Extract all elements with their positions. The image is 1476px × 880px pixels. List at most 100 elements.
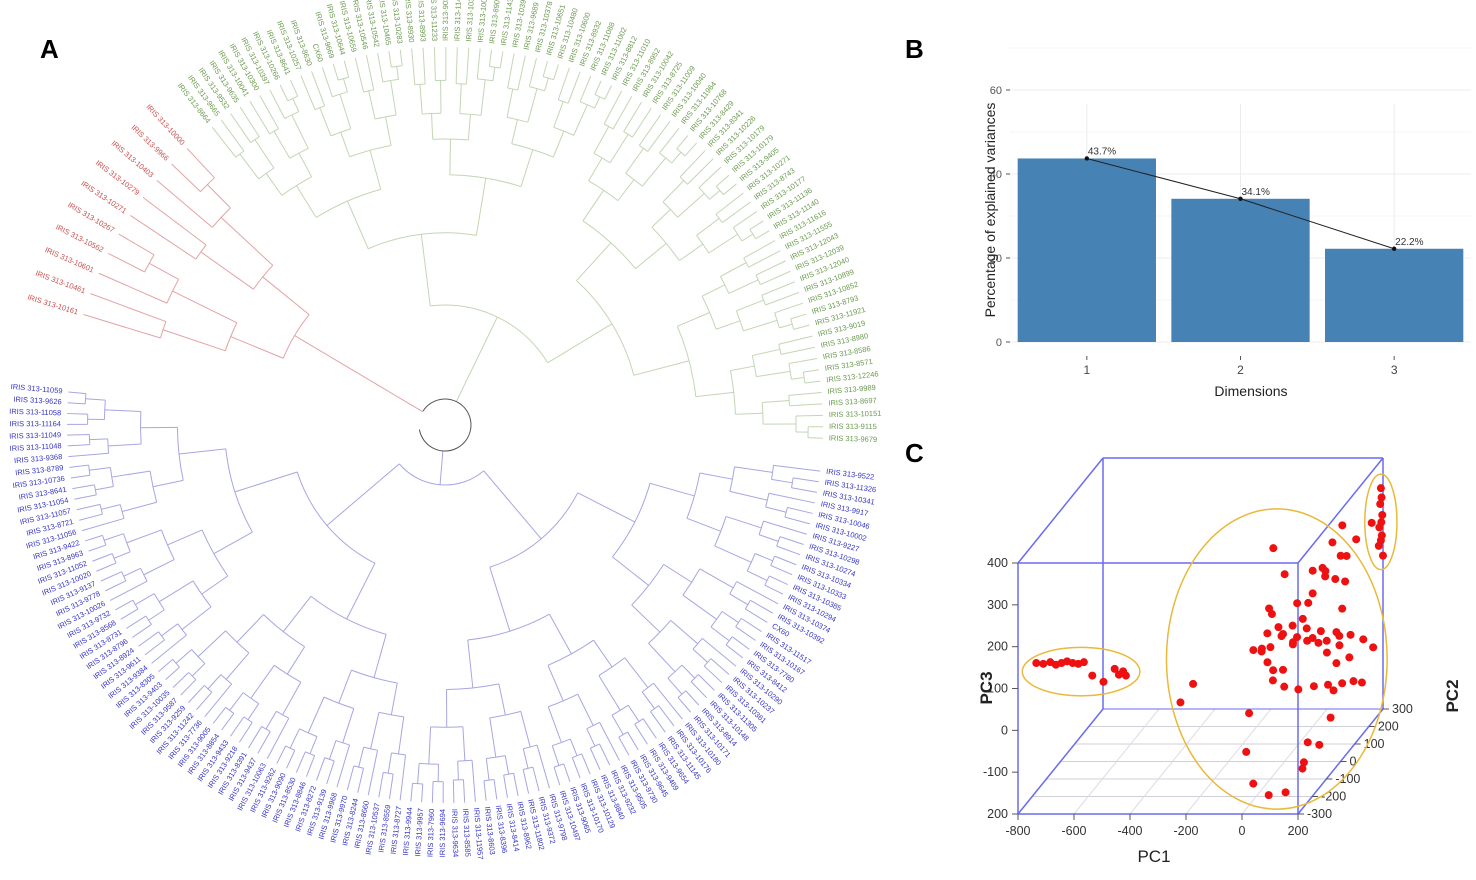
panel-label-b: B bbox=[905, 34, 924, 64]
dendrogram-arc bbox=[391, 65, 403, 68]
pca-point bbox=[1288, 621, 1297, 630]
dendrogram-branch bbox=[638, 114, 662, 146]
dendrogram-branch bbox=[715, 192, 744, 215]
dendrogram-arc bbox=[123, 533, 131, 553]
dendrogram-branch bbox=[151, 634, 187, 664]
dendrogram-branch bbox=[230, 716, 245, 737]
pca-point bbox=[1114, 670, 1123, 679]
leaf-label: IRIS 313-11049 bbox=[9, 430, 61, 440]
pca-point bbox=[1189, 679, 1198, 688]
pca-point bbox=[1099, 677, 1108, 686]
dendrogram-branch bbox=[612, 556, 649, 586]
pca-x-tick: -600 bbox=[1061, 824, 1086, 838]
pca-point bbox=[1274, 623, 1283, 632]
dendrogram-branch bbox=[431, 113, 434, 140]
dendrogram-branch bbox=[658, 705, 675, 727]
pca-z-tick: 400 bbox=[987, 556, 1008, 570]
leaf-label: IRIS 313-10601 bbox=[44, 245, 96, 274]
dendrogram-branch bbox=[326, 760, 335, 785]
pca-point bbox=[1268, 676, 1277, 685]
dendrogram-branch bbox=[511, 119, 518, 144]
dendrogram-branch bbox=[96, 562, 117, 572]
dendrogram-arc bbox=[579, 101, 595, 109]
leaf-label: IRIS 313-11957 bbox=[472, 807, 485, 860]
leaf-label: IRIS 313-10562 bbox=[54, 222, 105, 254]
dendrogram-branch bbox=[67, 434, 90, 436]
pca-z-tick: 200 bbox=[987, 640, 1008, 654]
dendrogram-branch bbox=[489, 567, 511, 632]
dendrogram-branch bbox=[115, 599, 134, 611]
dendrogram-branch bbox=[439, 450, 444, 485]
pca-point bbox=[1298, 614, 1307, 623]
dendrogram-branch bbox=[741, 233, 754, 242]
dendrogram-branch bbox=[90, 293, 167, 323]
leaf-label: IRIS 313-10461 bbox=[34, 269, 86, 296]
pca-point bbox=[1088, 671, 1097, 680]
dendrogram-branch bbox=[489, 717, 497, 758]
dendrogram-arc bbox=[788, 363, 792, 380]
dendrogram-arc bbox=[719, 276, 730, 294]
scree-line-point bbox=[1084, 156, 1090, 161]
dendrogram-branch bbox=[681, 664, 696, 679]
leaf-label: IRIS 313-9115 bbox=[829, 422, 877, 431]
dendrogram-arc bbox=[802, 372, 806, 384]
dendrogram-arc bbox=[572, 753, 582, 759]
dendrogram-branch bbox=[498, 683, 506, 716]
pca-point bbox=[1367, 518, 1376, 527]
dendrogram-branch bbox=[239, 106, 260, 138]
dendrogram-branch bbox=[679, 150, 706, 178]
dendrogram-branch bbox=[286, 750, 296, 769]
scree-data-label: 34.1% bbox=[1242, 187, 1270, 198]
dendrogram-arc bbox=[503, 772, 514, 776]
dendrogram-branch bbox=[547, 706, 562, 743]
pca-point bbox=[1309, 682, 1318, 691]
scree-bar bbox=[1325, 248, 1464, 342]
dendrogram-branch bbox=[144, 639, 165, 656]
pca-point bbox=[1249, 646, 1258, 655]
dendrogram-arc bbox=[650, 705, 659, 712]
dendrogram-branch bbox=[696, 217, 720, 236]
dendrogram-branch bbox=[69, 464, 89, 468]
pca-points bbox=[1032, 484, 1387, 800]
dendrogram-branch bbox=[171, 163, 201, 192]
dendrogram-branch bbox=[542, 61, 548, 77]
dendrogram-branch bbox=[365, 55, 375, 90]
scree-plot: 43.7% 34.1% 22.2% 0 20 40 60 1 2 3 Percentage of… bbox=[982, 47, 1471, 399]
dendrogram-arc bbox=[93, 484, 97, 495]
leaf-label: IRIS 313-9368 bbox=[14, 452, 63, 465]
dendrogram-branch bbox=[699, 568, 734, 589]
dendrogram-branch bbox=[121, 501, 157, 513]
pca-point bbox=[1302, 624, 1311, 633]
dendrogram-branch bbox=[553, 101, 564, 128]
dendrogram-branch bbox=[483, 780, 487, 801]
dendrogram-branch bbox=[662, 180, 685, 203]
dendrogram-branch bbox=[369, 150, 382, 190]
dendrogram-branch bbox=[467, 114, 471, 140]
dendrogram-arc bbox=[489, 710, 521, 719]
pca-z-tick: 100 bbox=[987, 682, 1008, 696]
pca-point bbox=[1303, 738, 1312, 747]
dendrogram-branch bbox=[723, 183, 737, 196]
dendrogram-branch bbox=[340, 131, 351, 157]
dendrogram-branch bbox=[289, 79, 299, 97]
pca-point bbox=[1359, 635, 1368, 644]
dendrogram-branch bbox=[410, 783, 413, 802]
dendrogram-arc bbox=[744, 600, 751, 610]
dendrogram-branch bbox=[710, 626, 730, 642]
dendrogram-branch bbox=[388, 51, 392, 68]
dendrogram-branch bbox=[594, 80, 602, 95]
pca-point bbox=[1293, 599, 1302, 608]
dendrogram-branch bbox=[196, 691, 213, 711]
dendrogram-branch bbox=[142, 197, 207, 246]
dendrogram-branch bbox=[172, 290, 238, 324]
dendrogram-branch bbox=[67, 444, 90, 447]
pca-point bbox=[1321, 572, 1330, 581]
dendrogram-branch bbox=[346, 200, 369, 249]
dendrogram-branch bbox=[181, 606, 212, 630]
dendrogram-branch bbox=[627, 731, 639, 751]
dendrogram-branch bbox=[385, 116, 392, 146]
dendrogram-branch bbox=[109, 580, 148, 601]
dendrogram-branch bbox=[311, 71, 326, 107]
dendrogram-branch bbox=[186, 148, 215, 179]
